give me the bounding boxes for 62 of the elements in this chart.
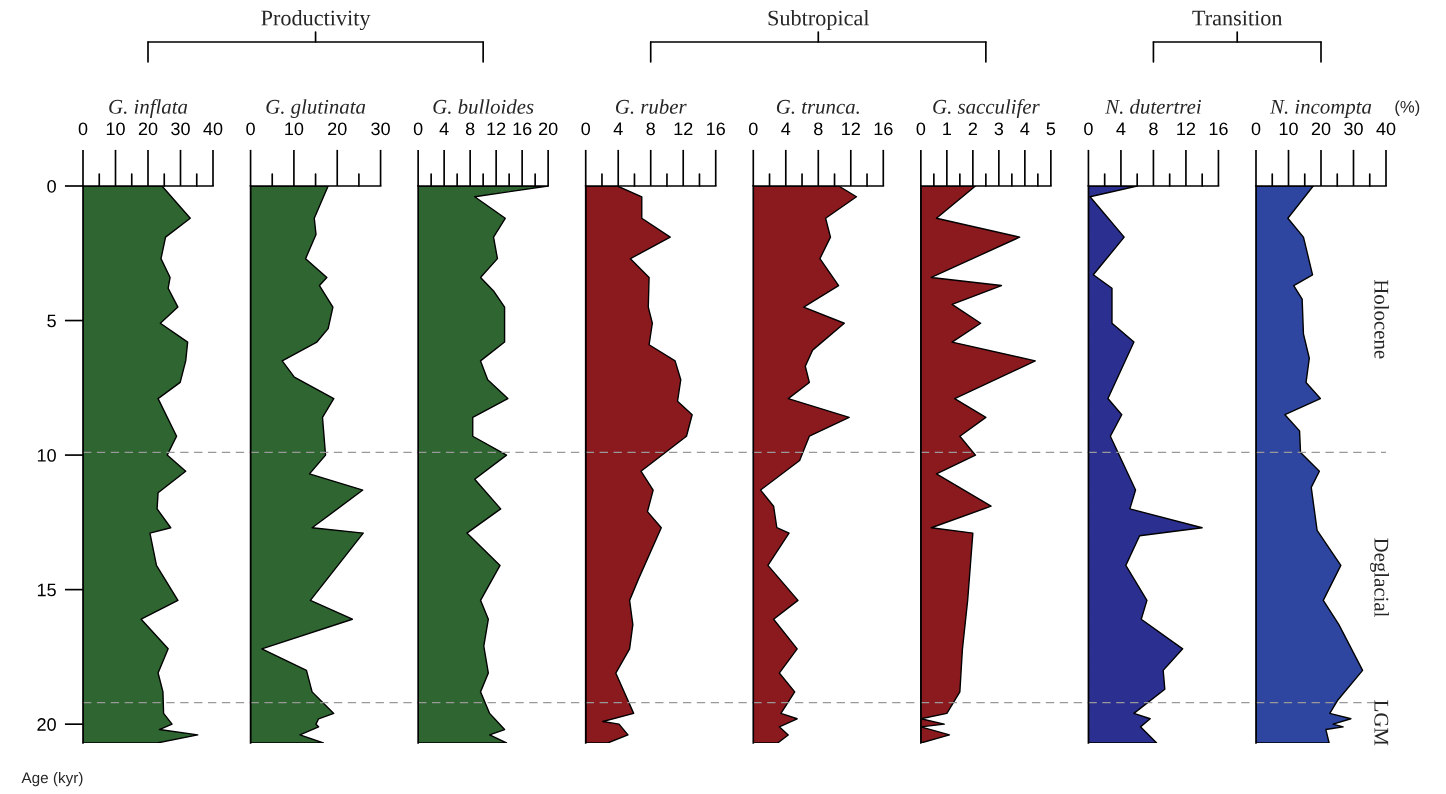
- chart-subtitle: Transition: [1192, 10, 1283, 26]
- x-tick-label: 4: [781, 122, 791, 136]
- x-tick-label: 1: [943, 122, 951, 136]
- x-tick-label: 0: [1084, 122, 1093, 136]
- annotation: Deglacial: [1370, 538, 1389, 617]
- x-tick-label: 8: [1149, 122, 1158, 136]
- x-tick-label: 3: [994, 122, 1004, 136]
- x-tick-label: 0: [916, 122, 926, 136]
- x-tick-label: 8: [465, 122, 475, 136]
- x-tick-label: 30: [371, 122, 390, 136]
- x-tick-label: 4: [613, 122, 623, 136]
- x-tick-label: 12: [487, 122, 506, 136]
- x-tick-label: 12: [1177, 122, 1196, 136]
- y-tick-label: 5: [47, 314, 56, 328]
- x-tick-label: 0: [1251, 122, 1261, 136]
- chart-subtitle: Productivity: [261, 9, 371, 31]
- x-tick-label: 20: [138, 122, 158, 136]
- y-tick-label: 10: [37, 449, 56, 462]
- x-tick-label: 16: [1209, 122, 1228, 136]
- x-tick-label: 20: [328, 122, 347, 136]
- x-tick-label: 10: [285, 122, 304, 136]
- chart-title: G. ruber: [615, 99, 687, 114]
- chart-title: G. inflata: [109, 98, 188, 119]
- x-tick-label: 8: [814, 122, 823, 136]
- x-tick-label: 30: [1344, 122, 1363, 136]
- x-tick-label: 8: [646, 122, 655, 136]
- x-tick-label: 0: [748, 122, 758, 136]
- x-tick-label: 40: [1376, 122, 1396, 136]
- y-tick-label: 15: [37, 583, 56, 597]
- x-tick-label: 16: [707, 122, 725, 136]
- chart-title: N. incompta: [1269, 99, 1372, 119]
- chart-title: G. trunca.: [776, 99, 859, 114]
- y-tick-label: 20: [37, 718, 56, 731]
- chart-title: G. glutinata: [266, 99, 366, 119]
- x-tick-label: 2: [968, 122, 977, 136]
- chart-title: N. dutertrei: [1105, 99, 1202, 114]
- x-tick-label: 4: [439, 122, 449, 136]
- annotation: LGM: [1374, 700, 1389, 746]
- x-tick-label: 20: [539, 122, 558, 136]
- x-tick-label: 0: [581, 122, 591, 136]
- x-tick-label: 12: [842, 122, 860, 136]
- chart-subtitle: Subtropical: [768, 9, 870, 31]
- x-tick-label: 10: [106, 122, 125, 136]
- x-tick-label: 12: [674, 122, 693, 136]
- chart-title: G. sacculifer: [933, 98, 1040, 119]
- y-tick-label: 0: [47, 179, 56, 193]
- x-tick-label: 0: [246, 122, 255, 136]
- x-tick-label: 5: [1046, 122, 1056, 136]
- x-tick-label: 16: [513, 122, 532, 136]
- x-tick-label: 30: [171, 122, 190, 136]
- y-axis-title: Age (kyr): [21, 771, 83, 787]
- chart-title: G. bulloides: [433, 99, 534, 114]
- x-tick-label: 16: [874, 122, 893, 136]
- x-tick-label: 0: [78, 122, 88, 136]
- x-tick-label: 0: [413, 122, 423, 136]
- x-tick-label: 4: [1020, 122, 1030, 136]
- x-tick-label: 20: [1311, 122, 1331, 136]
- x-tick-label: 40: [203, 122, 223, 136]
- x-axis-title: (%): [1395, 100, 1420, 116]
- x-tick-label: 4: [1116, 122, 1126, 136]
- annotation: Holocene: [1374, 279, 1389, 359]
- x-tick-label: 10: [1279, 122, 1298, 136]
